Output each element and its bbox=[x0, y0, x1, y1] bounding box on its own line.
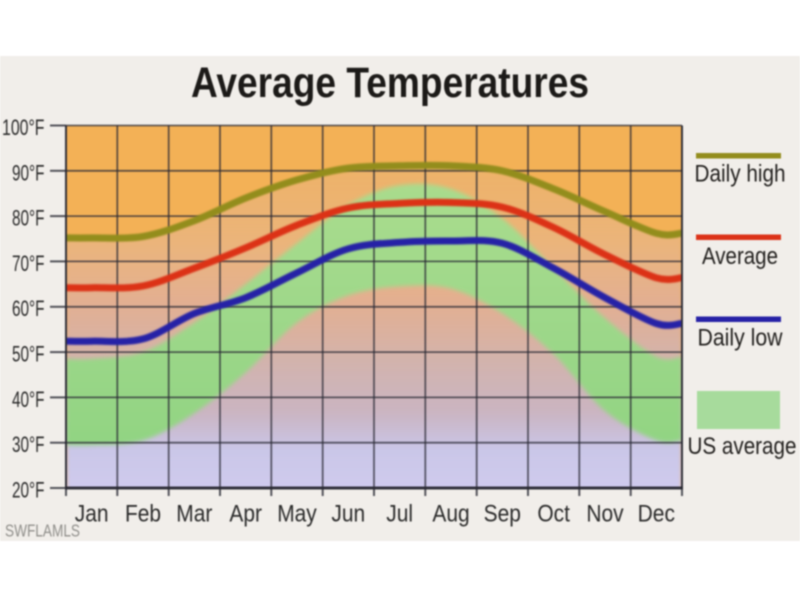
svg-text:Aug: Aug bbox=[432, 501, 469, 528]
svg-text:Apr: Apr bbox=[229, 501, 262, 528]
svg-text:Oct: Oct bbox=[537, 501, 570, 528]
svg-text:60°F: 60°F bbox=[12, 296, 45, 321]
svg-text:Daily low: Daily low bbox=[698, 325, 784, 352]
svg-text:30°F: 30°F bbox=[12, 432, 45, 457]
svg-text:Average: Average bbox=[702, 243, 778, 270]
svg-text:Nov: Nov bbox=[586, 501, 624, 528]
svg-text:SWFLAMLS: SWFLAMLS bbox=[5, 521, 80, 541]
svg-text:Average Temperatures: Average Temperatures bbox=[191, 59, 589, 107]
svg-text:Dec: Dec bbox=[638, 501, 675, 528]
svg-text:100°F: 100°F bbox=[2, 115, 45, 140]
svg-text:80°F: 80°F bbox=[12, 206, 45, 231]
svg-text:Jun: Jun bbox=[331, 501, 365, 528]
svg-text:20°F: 20°F bbox=[12, 478, 45, 503]
svg-text:Jan: Jan bbox=[75, 501, 109, 528]
svg-text:Daily high: Daily high bbox=[695, 161, 786, 188]
svg-text:May: May bbox=[277, 501, 317, 528]
svg-text:Mar: Mar bbox=[176, 501, 212, 528]
svg-text:70°F: 70°F bbox=[12, 251, 45, 276]
svg-text:50°F: 50°F bbox=[12, 342, 45, 367]
svg-text:Jul: Jul bbox=[386, 501, 413, 528]
svg-text:40°F: 40°F bbox=[12, 387, 45, 412]
svg-text:Feb: Feb bbox=[125, 501, 161, 528]
svg-text:90°F: 90°F bbox=[12, 160, 45, 185]
svg-text:US average: US average bbox=[688, 433, 797, 460]
svg-text:Sep: Sep bbox=[484, 501, 521, 528]
